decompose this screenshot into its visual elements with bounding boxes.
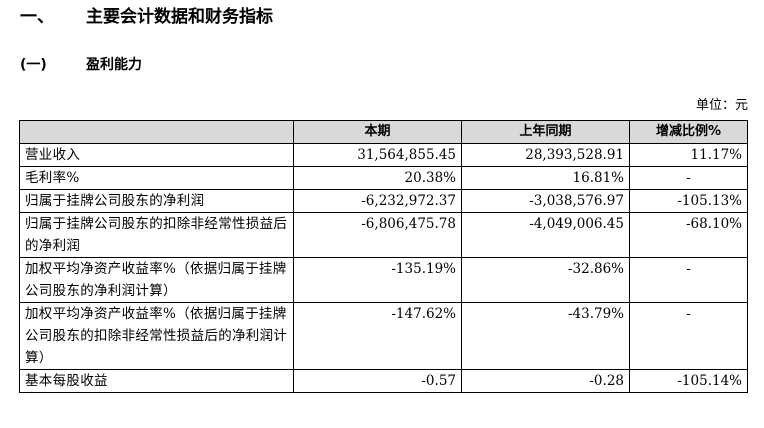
change-value: - <box>629 257 748 303</box>
section-heading: 一、 主要会计数据和财务指标 <box>20 5 273 29</box>
current-value: -147.62% <box>293 302 462 370</box>
subsection-heading: (一) 盈利能力 <box>20 55 142 75</box>
row-label: 毛利率% <box>19 166 294 190</box>
change-value: -68.10% <box>629 212 748 258</box>
unit-label: 单位：元 <box>695 98 748 113</box>
change-value: -105.13% <box>629 189 748 213</box>
table-row: 营业收入 31,564,855.45 28,393,528.91 11.17% <box>19 143 748 167</box>
previous-value: 16.81% <box>461 166 630 190</box>
table-header-row: 本期 上年同期 增减比例% <box>19 120 748 144</box>
previous-value: -3,038,576.97 <box>461 189 630 213</box>
current-value: -135.19% <box>293 257 462 303</box>
row-label: 营业收入 <box>19 143 294 167</box>
change-value: -105.14% <box>629 369 748 393</box>
previous-value: 28,393,528.91 <box>461 143 630 167</box>
subsection-title-text: 盈利能力 <box>86 57 142 73</box>
current-value: -6,232,972.37 <box>293 189 462 213</box>
table-row: 毛利率% 20.38% 16.81% - <box>19 166 748 190</box>
current-value: 31,564,855.45 <box>293 143 462 167</box>
row-label: 加权平均净资产收益率%（依据归属于挂牌公司股东的扣除非经常性损益后的净利润计算） <box>19 302 294 370</box>
previous-value: -43.79% <box>461 302 630 370</box>
row-label: 基本每股收益 <box>19 369 294 393</box>
row-label: 归属于挂牌公司股东的净利润 <box>19 189 294 213</box>
previous-value: -0.28 <box>461 369 630 393</box>
financial-indicators-table: 本期 上年同期 增减比例% 营业收入 31,564,855.45 28,393,… <box>19 120 748 393</box>
change-value: 11.17% <box>629 143 748 167</box>
row-label: 归属于挂牌公司股东的扣除非经常性损益后的净利润 <box>19 212 294 258</box>
previous-value: -4,049,006.45 <box>461 212 630 258</box>
header-current-period: 本期 <box>293 120 462 144</box>
current-value: 20.38% <box>293 166 462 190</box>
section-number: 一、 <box>20 7 54 27</box>
section-title-text: 主要会计数据和财务指标 <box>86 7 273 27</box>
table-row: 基本每股收益 -0.57 -0.28 -105.14% <box>19 369 748 393</box>
table-row: 加权平均净资产收益率%（依据归属于挂牌公司股东的扣除非经常性损益后的净利润计算）… <box>19 302 748 370</box>
table-row: 归属于挂牌公司股东的净利润 -6,232,972.37 -3,038,576.9… <box>19 189 748 213</box>
header-previous-period: 上年同期 <box>461 120 630 144</box>
header-item <box>19 120 294 144</box>
previous-value: -32.86% <box>461 257 630 303</box>
change-value: - <box>629 166 748 190</box>
header-change-ratio: 增减比例% <box>629 120 748 144</box>
row-label: 加权平均净资产收益率%（依据归属于挂牌公司股东的净利润计算） <box>19 257 294 303</box>
change-value: - <box>629 302 748 370</box>
current-value: -0.57 <box>293 369 462 393</box>
current-value: -6,806,475.78 <box>293 212 462 258</box>
table-row: 加权平均净资产收益率%（依据归属于挂牌公司股东的净利润计算） -135.19% … <box>19 257 748 303</box>
subsection-number: (一) <box>20 57 47 73</box>
table-row: 归属于挂牌公司股东的扣除非经常性损益后的净利润 -6,806,475.78 -4… <box>19 212 748 258</box>
